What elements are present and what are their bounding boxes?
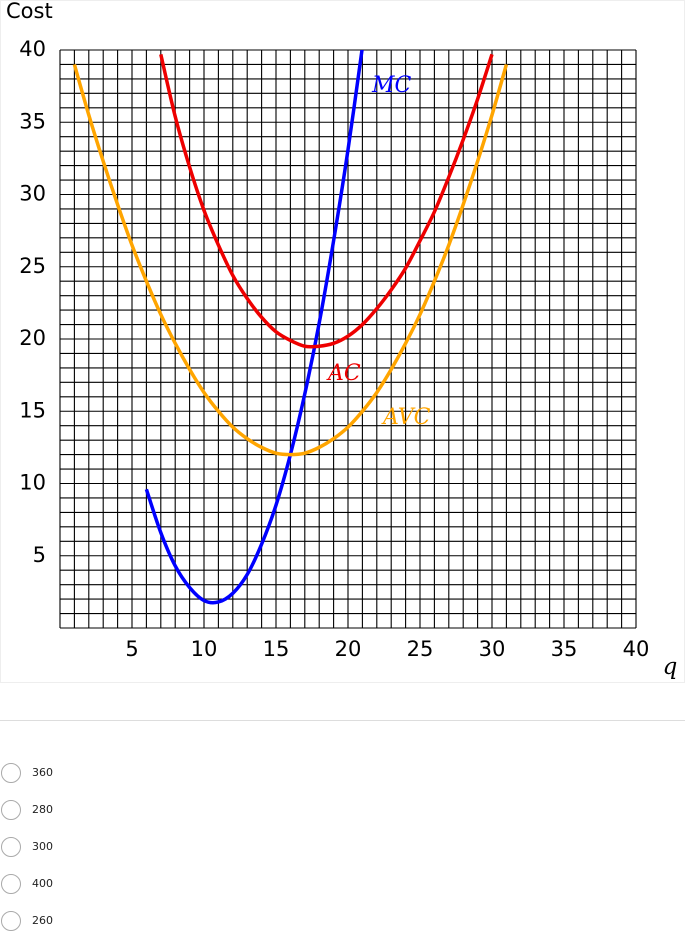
x-tick-label: 5 — [125, 637, 138, 661]
x-axis-label: q — [663, 654, 678, 680]
y-axis-label: Cost — [6, 0, 53, 23]
x-tick-label: 30 — [479, 637, 506, 661]
radio-button[interactable] — [1, 836, 21, 857]
option-label[interactable]: 360 — [32, 766, 53, 779]
x-tick-label: 35 — [551, 637, 578, 661]
options: 360 280 300 400 260 — [0, 754, 53, 939]
x-tick-label: 20 — [335, 637, 362, 661]
x-tick-label: 25 — [407, 637, 434, 661]
y-tick-label: 10 — [19, 471, 46, 495]
y-tick-label: 20 — [19, 326, 46, 350]
x-tick-label: 40 — [623, 637, 650, 661]
curve — [159, 53, 494, 349]
radio-button[interactable] — [1, 910, 21, 931]
option-label[interactable]: 300 — [32, 840, 53, 853]
x-tick-label: 15 — [263, 637, 290, 661]
option[interactable]: 400 — [0, 865, 53, 902]
curve-label: AVC — [381, 405, 431, 430]
y-tick-label: 40 — [19, 37, 46, 61]
option[interactable]: 300 — [0, 828, 53, 865]
radio-button[interactable] — [1, 762, 21, 783]
y-tick-label: 25 — [19, 254, 46, 278]
y-tick-label: 5 — [33, 543, 46, 567]
radio-button[interactable] — [1, 873, 21, 894]
option-label[interactable]: 400 — [32, 877, 53, 890]
y-tick-label: 15 — [19, 398, 46, 422]
separator — [0, 720, 685, 721]
curve-label: MC — [371, 73, 412, 98]
chart: Cost q 5 10 15 20 25 30 35 40 5 10 15 20 25 30 35 40 MC A… — [0, 0, 685, 683]
y-tick-label: 30 — [19, 182, 46, 206]
option-label[interactable]: 280 — [32, 803, 53, 816]
radio-button[interactable] — [1, 799, 21, 820]
option[interactable]: 260 — [0, 902, 53, 939]
option[interactable]: 360 — [0, 754, 53, 791]
y-tick-label: 35 — [19, 109, 46, 133]
curve — [144, 50, 364, 605]
curve-label: AC — [326, 361, 361, 386]
x-tick-label: 10 — [191, 637, 218, 661]
curve — [72, 63, 509, 457]
option-label[interactable]: 260 — [32, 914, 53, 927]
option[interactable]: 280 — [0, 791, 53, 828]
